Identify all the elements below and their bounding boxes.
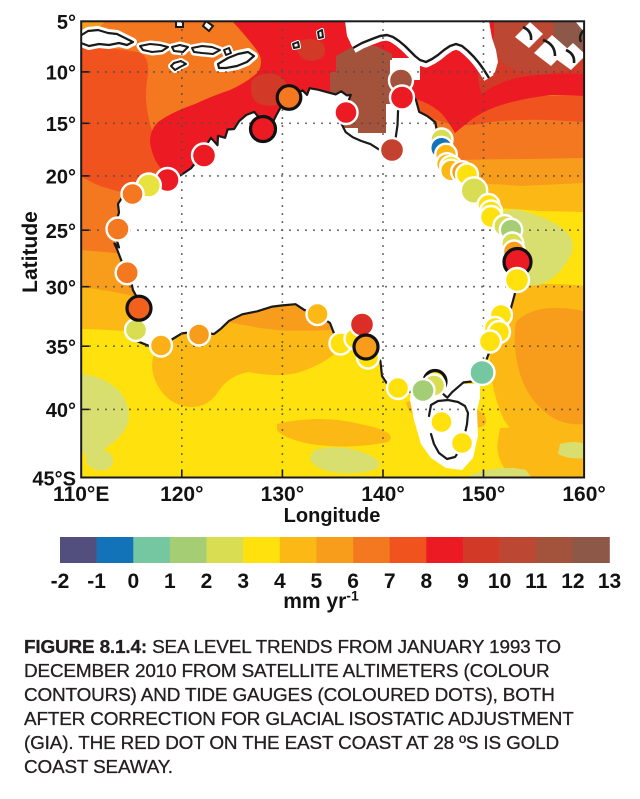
- svg-text:0: 0: [127, 570, 139, 593]
- svg-text:35°: 35°: [46, 337, 76, 359]
- svg-text:12: 12: [561, 570, 584, 593]
- svg-text:Latitude: Latitude: [19, 211, 42, 293]
- svg-text:8: 8: [420, 570, 432, 593]
- svg-text:45°S: 45°S: [32, 468, 76, 490]
- svg-text:160°: 160°: [562, 483, 605, 506]
- svg-text:11: 11: [525, 570, 548, 593]
- svg-text:7: 7: [384, 570, 396, 593]
- svg-text:15°: 15°: [46, 114, 76, 136]
- svg-text:Longitude: Longitude: [284, 505, 381, 527]
- svg-text:120°: 120°: [160, 483, 203, 506]
- svg-text:-2: -2: [51, 570, 70, 593]
- svg-text:mm yr-1: mm yr-1: [283, 588, 359, 614]
- svg-text:25°: 25°: [46, 221, 76, 243]
- svg-text:30°: 30°: [46, 278, 76, 300]
- svg-text:2: 2: [201, 570, 213, 593]
- svg-text:9: 9: [457, 570, 469, 593]
- svg-text:13: 13: [598, 570, 621, 593]
- svg-text:110°E: 110°E: [53, 483, 109, 506]
- svg-text:1: 1: [164, 570, 176, 593]
- svg-text:3: 3: [237, 570, 249, 593]
- svg-text:4: 4: [274, 570, 286, 593]
- svg-text:10°: 10°: [46, 63, 76, 85]
- svg-text:130°: 130°: [261, 483, 304, 506]
- svg-text:5°: 5°: [57, 12, 76, 34]
- svg-text:140°: 140°: [361, 483, 404, 506]
- svg-text:-1: -1: [87, 570, 106, 593]
- svg-text:20°: 20°: [46, 167, 76, 189]
- svg-text:10: 10: [488, 570, 511, 593]
- svg-text:40°: 40°: [46, 400, 76, 422]
- svg-text:6: 6: [347, 570, 359, 593]
- svg-text:150°: 150°: [462, 483, 505, 506]
- svg-text:5: 5: [311, 570, 323, 593]
